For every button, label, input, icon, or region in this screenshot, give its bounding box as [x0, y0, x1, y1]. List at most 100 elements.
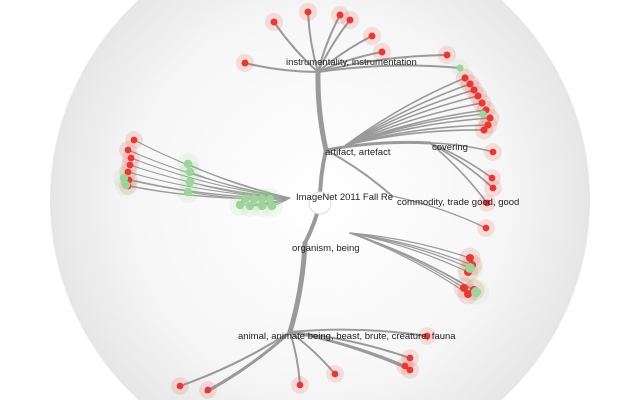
node-label-organism[interactable]: organism, being — [292, 243, 360, 254]
node-label-animal[interactable]: animal, animate being, beast, brute, cre… — [238, 331, 456, 342]
leaf-node[interactable] — [461, 74, 469, 82]
leaf-node[interactable] — [480, 126, 488, 134]
leaf-node[interactable] — [241, 59, 249, 67]
leaf-node[interactable] — [346, 16, 354, 24]
leaf-node[interactable] — [124, 146, 132, 154]
tree-edge — [345, 77, 466, 146]
svg-text:covering: covering — [432, 142, 468, 153]
leaf-node[interactable] — [489, 148, 497, 156]
tree-edges — [123, 11, 494, 394]
leaf-node[interactable] — [331, 370, 339, 378]
tree-edge — [179, 331, 291, 387]
tree-edge — [189, 171, 291, 199]
leaf-node[interactable] — [304, 8, 312, 16]
root-node[interactable] — [308, 191, 332, 215]
leaf-node[interactable] — [460, 284, 468, 292]
leaf-node[interactable] — [488, 174, 496, 182]
svg-text:artifact, artefact: artifact, artefact — [325, 147, 391, 158]
tree-edge — [317, 19, 351, 73]
tree-edge — [289, 331, 411, 371]
leaf-node[interactable] — [183, 187, 193, 197]
leaf-node[interactable] — [368, 32, 376, 40]
leaf-node[interactable] — [378, 48, 386, 56]
leaf-node[interactable] — [185, 167, 195, 177]
leaf-node[interactable] — [464, 290, 472, 298]
tree-edge — [349, 232, 471, 269]
tree-nodes[interactable] — [119, 8, 497, 394]
leaf-node[interactable] — [423, 332, 431, 340]
leaf-node[interactable] — [336, 11, 344, 19]
leaf-node[interactable] — [204, 386, 212, 394]
leaf-node[interactable] — [257, 194, 267, 204]
leaf-node[interactable] — [249, 194, 259, 204]
tree-edge — [204, 330, 292, 394]
svg-text:instrumentality, instrumentati: instrumentality, instrumentation — [286, 57, 417, 68]
leaf-node[interactable] — [126, 161, 134, 169]
tree-edge — [317, 35, 373, 73]
tree-edge — [307, 11, 319, 73]
tree-edge — [429, 142, 494, 189]
leaf-node[interactable] — [470, 86, 478, 94]
tree-edge — [349, 232, 477, 293]
node-label-artifact[interactable]: artifact, artefact — [325, 147, 391, 158]
leaf-node[interactable] — [124, 168, 132, 176]
tree-edge — [244, 62, 319, 73]
leaf-node[interactable] — [479, 110, 487, 118]
leaf-node[interactable] — [270, 18, 278, 26]
leaf-node[interactable] — [489, 184, 497, 192]
edge-artifact-instrumentality — [315, 69, 329, 153]
leaf-node[interactable] — [127, 154, 135, 162]
tree-edge — [317, 54, 448, 73]
leaf-node[interactable] — [245, 201, 255, 211]
leaf-node[interactable] — [176, 382, 184, 390]
leaf-node[interactable] — [265, 194, 275, 204]
leaf-node[interactable] — [406, 354, 414, 362]
node-label-root[interactable]: ImageNet 2011 Fall Re — [296, 192, 393, 203]
tree-edge — [349, 232, 471, 259]
svg-text:ImageNet 2011 Fall Re: ImageNet 2011 Fall Re — [296, 192, 393, 203]
leaf-node[interactable] — [121, 180, 131, 190]
leaf-node[interactable] — [267, 201, 277, 211]
leaf-node[interactable] — [465, 263, 475, 273]
leaf-node[interactable] — [401, 362, 409, 370]
leaf-node[interactable] — [296, 381, 304, 389]
tree-edge — [345, 95, 479, 146]
leaf-node[interactable] — [257, 201, 267, 211]
svg-text:animal, animate being, beast,: animal, animate being, beast, brute, cre… — [238, 331, 456, 342]
leaf-node[interactable] — [456, 64, 464, 72]
leaf-node[interactable] — [478, 99, 486, 107]
tree-edge — [429, 142, 494, 153]
tree-edge — [317, 51, 383, 73]
leaf-node[interactable] — [130, 136, 138, 144]
leaf-node[interactable] — [406, 366, 414, 374]
leaf-node[interactable] — [119, 173, 129, 183]
leaf-node[interactable] — [183, 159, 193, 169]
tree-edge — [349, 232, 469, 295]
leaf-node[interactable] — [482, 224, 490, 232]
leaf-node[interactable] — [474, 92, 482, 100]
leaf-node[interactable] — [484, 121, 492, 129]
tree-edge — [391, 195, 487, 229]
leaf-node[interactable] — [235, 200, 245, 210]
leaf-node[interactable] — [483, 199, 491, 207]
tree-edge — [289, 331, 336, 375]
leaf-node[interactable] — [466, 80, 474, 88]
tree-edge — [345, 129, 485, 146]
svg-text:commodity, trade good, good: commodity, trade good, good — [397, 197, 519, 208]
leaf-node[interactable] — [240, 194, 250, 204]
node-label-instrumentality[interactable]: instrumentality, instrumentation — [286, 57, 417, 68]
leaf-node[interactable] — [443, 51, 451, 59]
leaf-node[interactable] — [466, 254, 474, 262]
node-label-commodity[interactable]: commodity, trade good, good — [397, 197, 519, 208]
edge-artifact-commodity — [325, 149, 393, 197]
leaf-node[interactable] — [185, 177, 195, 187]
tree-edge — [317, 64, 461, 73]
leaf-node[interactable] — [486, 114, 494, 122]
node-label-covering[interactable]: covering — [432, 142, 468, 153]
tree-edge — [345, 113, 484, 146]
tree-edge — [429, 142, 488, 204]
tree-edge — [345, 102, 483, 146]
leaf-node[interactable] — [471, 287, 481, 297]
